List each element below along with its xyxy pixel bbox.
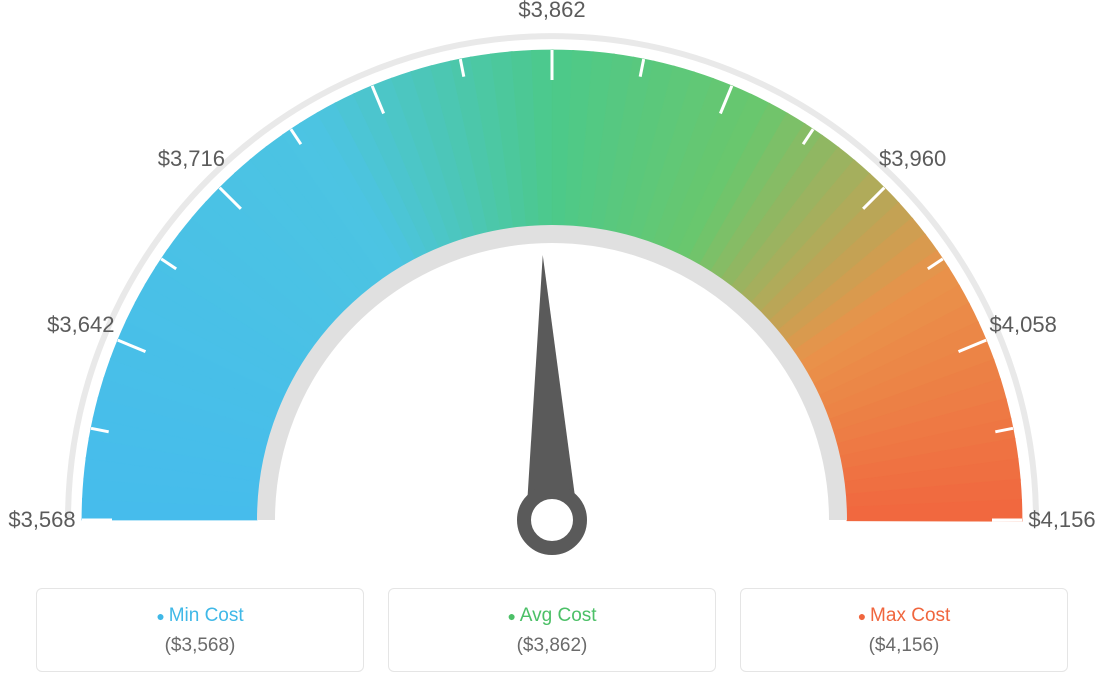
legend-row: Min Cost ($3,568) Avg Cost ($3,862) Max … <box>36 588 1068 672</box>
legend-value-avg: ($3,862) <box>401 635 703 657</box>
legend-value-min: ($3,568) <box>49 635 351 657</box>
legend-card-avg: Avg Cost ($3,862) <box>388 588 716 672</box>
gauge-tick-label: $3,568 <box>8 507 75 533</box>
legend-title-max: Max Cost <box>753 605 1055 627</box>
gauge-svg <box>0 0 1104 575</box>
legend-title-avg: Avg Cost <box>401 605 703 627</box>
legend-value-max: ($4,156) <box>753 635 1055 657</box>
legend-title-min: Min Cost <box>49 605 351 627</box>
gauge-chart: $3,568 $3,642 $3,716 $3,862 $3,960 $4,058 $4,1… <box>0 0 1104 575</box>
gauge-tick-label: $4,058 <box>990 312 1057 338</box>
gauge-tick-label: $3,960 <box>879 146 946 172</box>
gauge-tick-label: $3,642 <box>47 312 114 338</box>
gauge-tick-label: $3,716 <box>158 146 225 172</box>
legend-card-max: Max Cost ($4,156) <box>740 588 1068 672</box>
legend-card-min: Min Cost ($3,568) <box>36 588 364 672</box>
gauge-tick-label: $3,862 <box>518 0 585 23</box>
gauge-tick-label: $4,156 <box>1028 507 1095 533</box>
